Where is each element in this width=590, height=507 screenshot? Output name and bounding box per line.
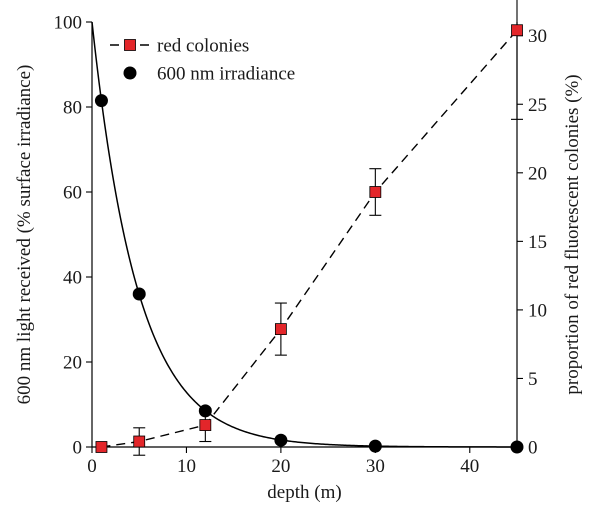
legend: red colonies 600 nm irradiance — [110, 36, 295, 85]
red-colonies-line — [101, 29, 518, 448]
red-colonies-point — [95, 441, 108, 453]
red-colonies-point — [199, 419, 212, 431]
left-y-tick-label: 20 — [63, 353, 82, 374]
legend-marker-square — [124, 39, 136, 51]
x-tick-label: 20 — [271, 456, 290, 477]
right-y-axis-title: proportion of red fluorescent colonies (… — [562, 74, 583, 394]
irradiance-point — [274, 433, 288, 447]
legend-label-irradiance: 600 nm irradiance — [157, 64, 295, 85]
right-y-tick-label: 10 — [528, 300, 547, 321]
right-y-tick-label: 15 — [528, 232, 547, 253]
irradiance-point — [132, 287, 146, 301]
plot-area — [91, 0, 524, 456]
right-y-tick-label: 30 — [528, 26, 547, 47]
red-colonies-point — [511, 24, 523, 37]
legend-item-red-colonies: red colonies — [110, 36, 249, 57]
left-y-tick-label: 100 — [54, 13, 83, 34]
left-y-tick-label: 0 — [73, 438, 83, 459]
right-y-tick-label: 0 — [528, 438, 538, 459]
x-tick-label: 0 — [87, 456, 97, 477]
left-y-axis-title: 600 nm light received (% surface irradia… — [14, 65, 35, 405]
legend-marker-circle — [123, 66, 137, 80]
left-y-tick-label: 80 — [63, 98, 82, 119]
x-ticks: 0 10 20 30 40 — [87, 447, 479, 477]
axes-group — [91, 22, 518, 448]
irradiance-point — [368, 439, 382, 453]
irradiance-point — [510, 440, 524, 454]
red-colonies-point — [369, 186, 382, 198]
red-colonies-point — [274, 323, 287, 335]
x-tick-label: 10 — [177, 456, 196, 477]
legend-label-red-colonies: red colonies — [157, 36, 249, 57]
right-y-tick-label: 20 — [528, 163, 547, 184]
irradiance-point — [198, 404, 212, 418]
right-y-tick-label: 5 — [528, 369, 538, 390]
right-y-ticks: 0 5 10 15 20 25 30 — [517, 26, 547, 459]
legend-item-irradiance: 600 nm irradiance — [123, 64, 295, 85]
red-colonies-point — [133, 435, 146, 448]
irradiance-fit-curve — [91, 21, 517, 448]
irradiance-point — [94, 94, 108, 108]
left-y-tick-label: 60 — [63, 183, 82, 204]
left-y-ticks: 0 20 40 60 80 100 — [54, 13, 92, 459]
x-axis-title: depth (m) — [267, 482, 341, 503]
x-tick-label: 40 — [460, 456, 479, 477]
right-y-tick-label: 25 — [528, 95, 547, 116]
x-tick-label: 30 — [366, 456, 385, 477]
left-y-tick-label: 40 — [63, 268, 82, 289]
